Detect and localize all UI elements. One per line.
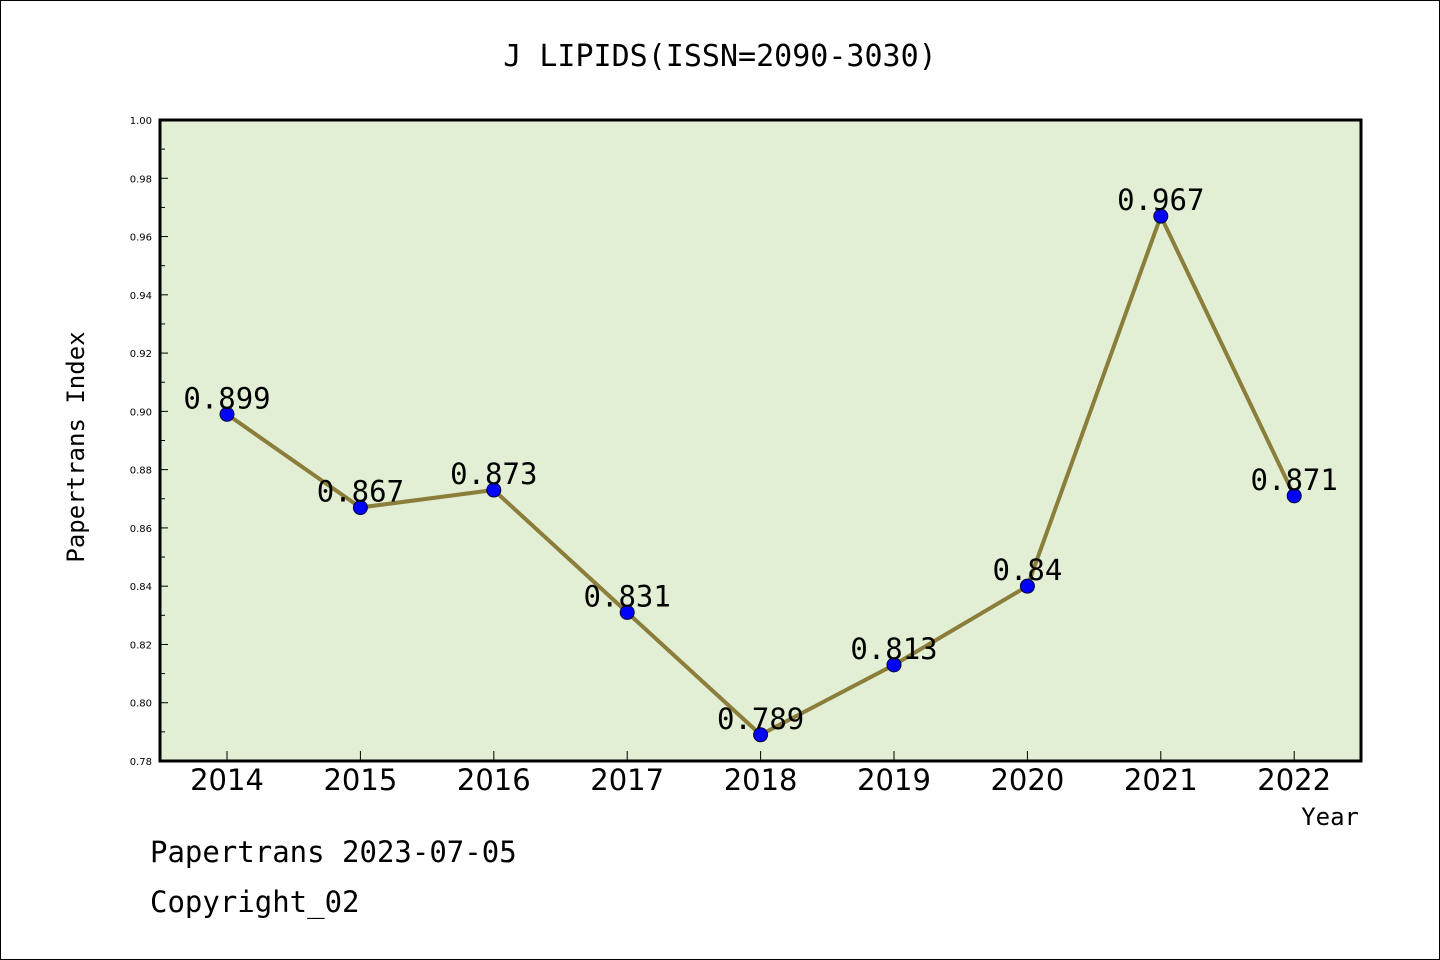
chart-title: J LIPIDS(ISSN=2090-3030) [503, 39, 936, 74]
x-tick-label: 2015 [323, 763, 397, 797]
x-tick-label: 2016 [457, 763, 531, 797]
y-tick-label: 0.88 [130, 466, 152, 477]
x-axis-label: Year [1301, 803, 1359, 831]
data-label: 0.873 [450, 457, 537, 491]
data-point [219, 406, 235, 422]
y-tick-label: 0.86 [130, 524, 152, 535]
data-label: 0.867 [317, 475, 404, 509]
x-tick-label: 2017 [590, 763, 664, 797]
y-tick-label: 0.80 [130, 699, 152, 710]
x-tick-label: 2014 [190, 763, 264, 797]
data-label: 0.831 [584, 579, 671, 613]
data-point [619, 604, 635, 620]
x-tick-label: 2022 [1257, 763, 1331, 797]
data-point [753, 727, 769, 743]
y-tick-label: 0.94 [130, 291, 152, 302]
x-tick-label: 2019 [857, 763, 931, 797]
data-point [1153, 208, 1169, 224]
y-tick-label: 0.90 [130, 407, 152, 418]
footer-date: Papertrans 2023-07-05 [150, 835, 517, 869]
y-tick-label: 0.84 [130, 582, 152, 593]
x-tick-label: 2020 [990, 763, 1064, 797]
data-point [1286, 488, 1302, 504]
data-label: 0.899 [183, 381, 270, 415]
y-axis-label: Papertrans Index [62, 331, 90, 562]
y-tick-label: 1.00 [130, 116, 152, 127]
y-tick-label: 0.96 [130, 233, 152, 244]
series: 0.899 0.867 0.873 0.831 0.789 0.813 0.84 0.967 0… [183, 183, 1338, 743]
y-tick-label: 0.78 [130, 757, 152, 768]
data-point [886, 657, 902, 673]
data-label: 0.84 [992, 553, 1062, 587]
data-point [1019, 578, 1035, 594]
x-tick-label: 2021 [1124, 763, 1198, 797]
y-axis: 0.78 0.80 0.82 0.84 0.86 0.88 0.90 0.92 0.94 0.96… [130, 116, 168, 768]
data-point [352, 500, 368, 516]
x-axis: 2014 2015 2016 2017 2018 2019 2020 2021 2022 [190, 751, 1331, 797]
y-tick-label: 0.92 [130, 349, 152, 360]
data-label: 0.789 [717, 702, 804, 736]
y-tick-label: 0.98 [130, 174, 152, 185]
data-point [486, 482, 502, 498]
x-tick-label: 2018 [724, 763, 798, 797]
data-label: 0.871 [1251, 463, 1338, 497]
data-label: 0.967 [1117, 183, 1204, 217]
y-tick-label: 0.82 [130, 640, 152, 651]
data-label: 0.813 [850, 632, 937, 666]
footer-copyright: Copyright_02 [150, 885, 360, 919]
plot-area [158, 118, 1363, 763]
